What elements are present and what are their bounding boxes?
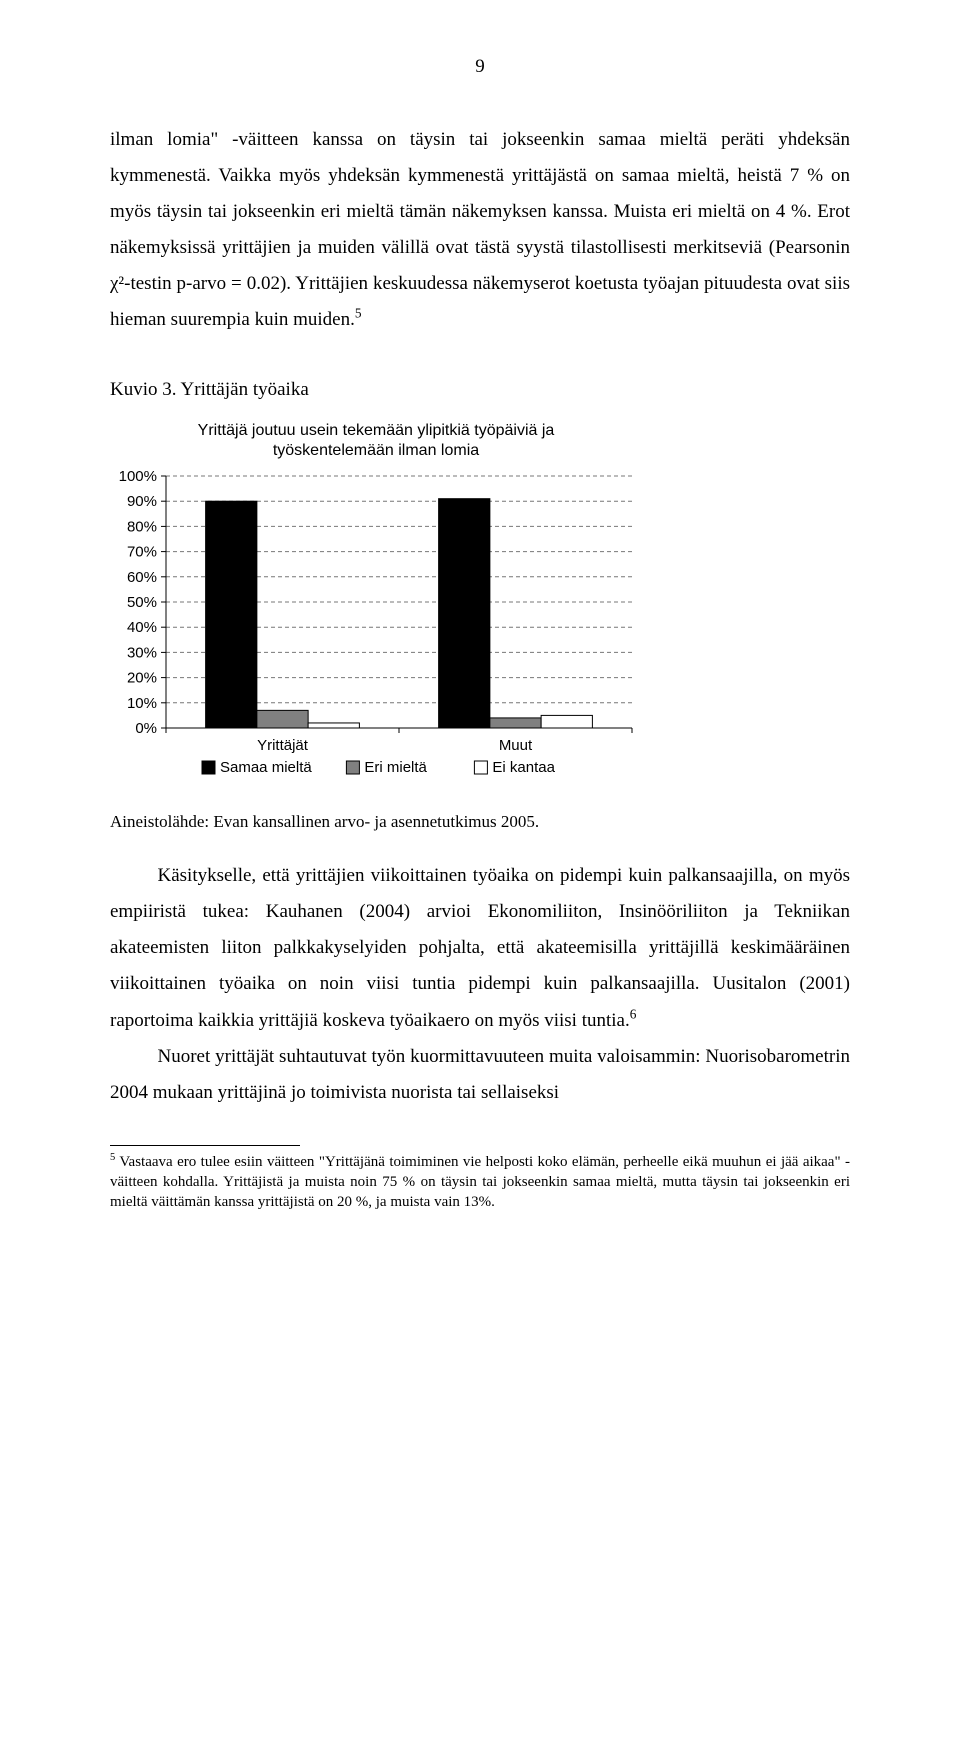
paragraph-2-text: Käsitykselle, että yrittäjien viikoittai…	[110, 865, 850, 1030]
chart-title-line1: Yrittäjä joutuu usein tekemään ylipitkiä…	[198, 422, 555, 439]
svg-text:20%: 20%	[127, 670, 157, 687]
footnote-separator	[110, 1145, 300, 1146]
footnote-5-text: Vastaava ero tulee esiin väitteen "Yritt…	[110, 1154, 850, 1211]
svg-text:Muut: Muut	[499, 737, 533, 754]
paragraph-1: ilman lomia" -väitteen kanssa on täysin …	[110, 122, 850, 339]
paragraph-1-text: ilman lomia" -väitteen kanssa on täysin …	[110, 129, 850, 330]
svg-text:60%: 60%	[127, 569, 157, 586]
chart-container: Yrittäjä joutuu usein tekemään ylipitkiä…	[106, 415, 646, 791]
svg-text:100%: 100%	[119, 470, 157, 485]
svg-text:40%: 40%	[127, 619, 157, 636]
chart-caption: Kuvio 3. Yrittäjän työaika	[110, 379, 850, 401]
svg-text:Eri mieltä: Eri mieltä	[364, 759, 427, 776]
footnote-ref-6: 6	[630, 1006, 637, 1021]
svg-text:90%: 90%	[127, 493, 157, 510]
page: 9 ilman lomia" -väitteen kanssa on täysi…	[0, 0, 960, 1293]
svg-text:Yrittäjät: Yrittäjät	[257, 737, 309, 754]
chart-title-line2: työskentelemään ilman lomia	[273, 442, 479, 459]
svg-text:70%: 70%	[127, 544, 157, 561]
page-number: 9	[110, 56, 850, 78]
svg-text:Ei kantaa: Ei kantaa	[492, 759, 555, 776]
svg-text:50%: 50%	[127, 594, 157, 611]
svg-text:0%: 0%	[135, 720, 157, 737]
svg-text:10%: 10%	[127, 695, 157, 712]
footnote-ref-5: 5	[355, 306, 362, 321]
bar-chart: 0% 10% 20% 30% 40% 50% 60% 70% 80% 90% 100% Yrittäj…	[106, 470, 646, 790]
chart-title: Yrittäjä joutuu usein tekemään ylipitkiä…	[106, 421, 646, 463]
svg-text:Samaa mieltä: Samaa mieltä	[220, 759, 312, 776]
paragraph-2: Käsitykselle, että yrittäjien viikoittai…	[110, 858, 850, 1111]
paragraph-3-text: Nuoret yrittäjät suhtautuvat työn kuormi…	[110, 1046, 850, 1103]
source-line: Aineistolähde: Evan kansallinen arvo- ja…	[110, 812, 850, 832]
svg-text:30%: 30%	[127, 645, 157, 662]
svg-text:80%: 80%	[127, 519, 157, 536]
footnote-5: 5 Vastaava ero tulee esiin väitteen "Yri…	[110, 1152, 850, 1213]
